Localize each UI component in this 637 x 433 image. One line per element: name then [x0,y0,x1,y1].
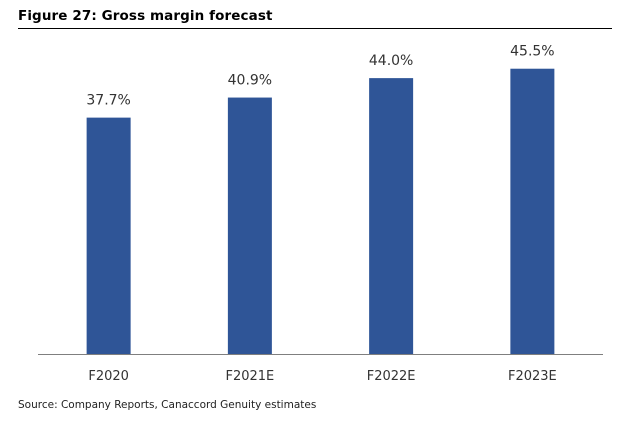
bar-f2020 [86,117,131,354]
data-label-f2020: 37.7% [86,93,130,109]
data-label-f2022e: 44.0% [369,53,413,69]
title-divider [18,28,612,29]
data-label-group: 37.7% 40.9% 44.0% 45.5% [86,44,554,109]
x-tick-label-f2020: F2020 [88,369,129,384]
data-label-f2023e: 45.5% [510,44,554,60]
bar-group [86,68,555,355]
bar-f2023e [510,68,555,354]
x-tick-label-group: F2020 F2021E F2022E F2023E [88,369,556,384]
x-tick-label-f2023e: F2023E [508,369,557,384]
bar-f2021e [227,97,272,354]
source-note: Source: Company Reports, Canaccord Genui… [18,399,317,411]
figure-title: Figure 27: Gross margin forecast [18,8,273,24]
x-tick-label-f2021e: F2021E [225,369,274,384]
x-tick-label-f2022e: F2022E [367,369,416,384]
bar-f2022e [369,78,414,355]
data-label-f2021e: 40.9% [228,73,272,89]
